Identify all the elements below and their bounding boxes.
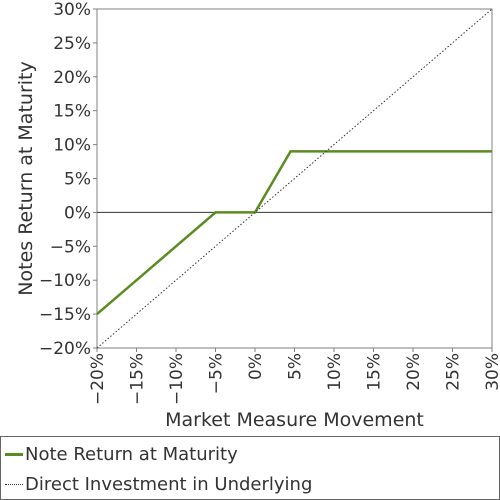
x-tick-label: 0% xyxy=(246,353,266,380)
chart-legend: Note Return at Maturity Direct Investmen… xyxy=(0,436,500,500)
y-tick-label: 10% xyxy=(53,136,91,156)
x-tick-label: −20% xyxy=(88,353,108,405)
legend-label-direct-investment: Direct Investment in Underlying xyxy=(25,473,313,495)
y-axis-title: Notes Return at Maturity xyxy=(15,61,37,295)
x-tick-label: 30% xyxy=(483,353,500,391)
x-tick-label: −15% xyxy=(128,353,148,405)
legend-item-note-return: Note Return at Maturity xyxy=(5,442,238,466)
y-tick-label: 5% xyxy=(64,170,91,190)
legend-dotted-line-icon xyxy=(5,483,23,485)
y-tick-label: 20% xyxy=(53,68,91,88)
x-tick-label: 10% xyxy=(325,353,345,391)
x-tick-label: 20% xyxy=(404,353,424,391)
y-tick-label: 25% xyxy=(53,34,91,54)
x-tick-label: 15% xyxy=(365,353,385,391)
x-axis-title: Market Measure Movement xyxy=(165,409,424,431)
legend-label-note-return: Note Return at Maturity xyxy=(25,443,238,465)
x-tick-label: −10% xyxy=(167,353,187,405)
y-tick-label: 0% xyxy=(64,203,91,223)
y-tick-label: −20% xyxy=(39,339,91,359)
y-tick-label: 30% xyxy=(53,0,91,20)
payoff-chart: −20% −15% −10% −5% 0% 5% 10% 15% 20% 25% 30% −20% −1… xyxy=(15,0,500,431)
series-line-direct-investment xyxy=(96,8,493,349)
x-tick-label: 5% xyxy=(286,353,306,380)
legend-solid-line-icon xyxy=(5,452,23,456)
y-tick-label: −5% xyxy=(50,237,91,257)
legend-item-direct-investment: Direct Investment in Underlying xyxy=(5,472,312,496)
series-line-note-return xyxy=(96,150,492,316)
y-tick-label: −15% xyxy=(39,305,91,325)
x-tick-label: −5% xyxy=(207,353,227,394)
y-tick-label: 15% xyxy=(53,102,91,122)
x-tick-label: 25% xyxy=(444,353,464,391)
y-tick-label: −10% xyxy=(39,271,91,291)
